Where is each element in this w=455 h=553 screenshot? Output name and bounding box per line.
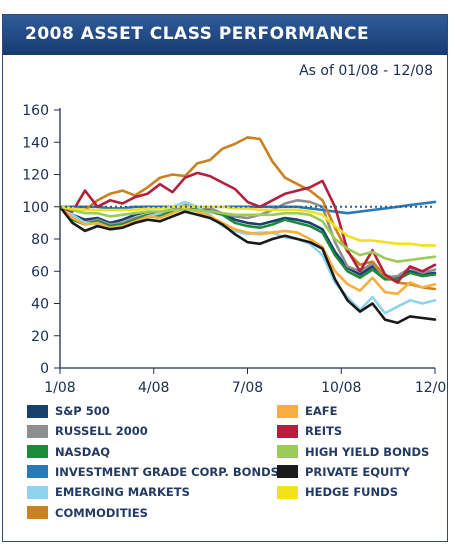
legend-label: NASDAQ <box>55 444 111 459</box>
legend-label: EMERGING MARKETS <box>55 485 190 500</box>
series-line-eafe <box>58 205 437 296</box>
legend-swatch <box>277 485 298 499</box>
y-tick-label: 120 <box>22 168 49 184</box>
y-tick-label: 0 <box>40 361 49 377</box>
y-tick-label: 140 <box>22 135 49 151</box>
legend-label: COMMODITIES <box>55 505 148 520</box>
legend-item-eafe: EAFE <box>277 402 337 420</box>
y-tick-label: 60 <box>31 264 49 280</box>
x-tick-label: 1/08 <box>44 380 75 396</box>
legend-label: HIGH YIELD BONDS <box>305 444 430 459</box>
series-line-commodities <box>58 136 437 291</box>
line-chart: 0 20 40 60 80 100 120 140 160 1/08 4/08 7/08 10/08 12… <box>22 103 447 396</box>
legend-label: INVESTMENT GRADE CORP. BONDS <box>55 464 279 479</box>
series-line-reits <box>58 171 437 284</box>
y-tick-label: 100 <box>22 200 49 216</box>
legend-item-russell-2000: RUSSELL 2000 <box>27 422 148 440</box>
chart-panel: 2008 ASSET CLASS PERFORMANCE As of 01/08… <box>2 14 448 542</box>
legend-swatch <box>277 404 298 418</box>
series-line-russell-2000 <box>58 199 437 279</box>
legend: S&P 500 RUSSELL 2000 NASDAQ INVESTMENT GRAD… <box>27 401 439 553</box>
x-tick-label: 7/08 <box>232 380 263 396</box>
legend-swatch <box>27 445 48 459</box>
legend-item-investment-grade-corp-bonds: INVESTMENT GRADE CORP. BONDS <box>27 463 279 481</box>
legend-item-nasdaq: NASDAQ <box>27 443 110 461</box>
legend-swatch <box>27 506 48 519</box>
legend-swatch <box>277 445 298 459</box>
series-line-nasdaq <box>58 205 437 281</box>
legend-label: EAFE <box>305 404 338 418</box>
x-tick-label: 12/08 <box>415 380 447 396</box>
series-line-investment-grade-corp-bonds <box>58 200 437 215</box>
legend-label: S&P 500 <box>55 404 110 418</box>
chart-title: 2008 ASSET CLASS PERFORMANCE <box>25 24 370 44</box>
legend-item-reits: REITS <box>277 422 342 440</box>
legend-swatch <box>27 404 48 418</box>
legend-swatch <box>27 465 48 479</box>
title-bar: 2008 ASSET CLASS PERFORMANCE <box>3 15 447 55</box>
legend-item-hedge-funds: HEDGE FUNDS <box>277 483 398 501</box>
series-line-high-yield-bonds <box>58 205 437 263</box>
series-line-hedge-funds <box>58 205 437 247</box>
legend-item-emerging-markets: EMERGING MARKETS <box>27 483 190 501</box>
legend-item-high-yield-bonds: HIGH YIELD BONDS <box>277 443 429 461</box>
x-tick-label: 10/08 <box>321 380 361 396</box>
legend-label: PRIVATE EQUITY <box>305 464 410 479</box>
legend-label: REITS <box>305 424 343 439</box>
y-tick-label: 160 <box>22 103 49 119</box>
legend-swatch <box>277 424 298 438</box>
legend-swatch <box>277 465 298 479</box>
x-tick-label: 4/08 <box>138 380 169 396</box>
legend-label: RUSSELL 2000 <box>55 424 148 439</box>
y-tick-label: 80 <box>31 232 49 248</box>
legend-swatch <box>27 424 48 438</box>
y-tick-label: 40 <box>31 297 49 313</box>
date-range-subtitle: As of 01/08 - 12/08 <box>299 63 433 79</box>
legend-item-private-equity: PRIVATE EQUITY <box>277 463 410 481</box>
legend-item-s-p-500: S&P 500 <box>27 402 110 420</box>
legend-label: HEDGE FUNDS <box>305 485 398 500</box>
y-tick-label: 20 <box>31 329 49 345</box>
legend-swatch <box>27 485 48 499</box>
series-line-s-p-500 <box>58 205 437 279</box>
series-line-private-equity <box>58 205 437 325</box>
legend-item-commodities: COMMODITIES <box>27 504 148 522</box>
